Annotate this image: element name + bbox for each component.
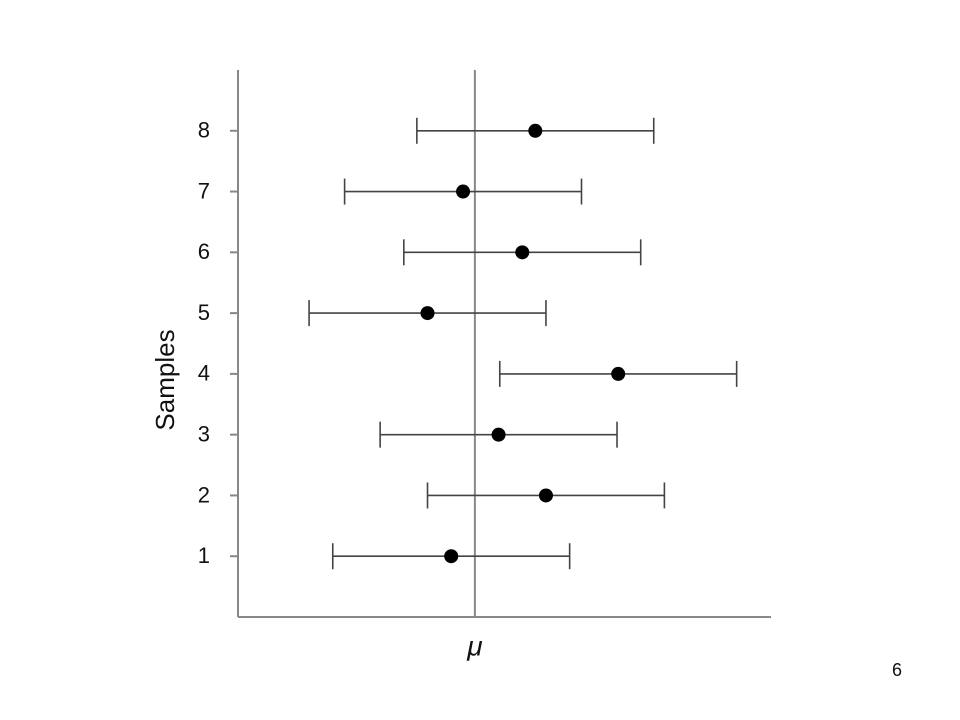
point — [538, 488, 553, 503]
point — [515, 245, 530, 260]
point — [491, 427, 506, 442]
y-tick-label: 1 — [198, 543, 210, 568]
y-tick-label: 6 — [198, 239, 210, 264]
y-tick-label: 4 — [198, 361, 210, 386]
y-tick-label: 8 — [198, 118, 210, 143]
point — [456, 184, 471, 199]
y-tick-label: 7 — [198, 178, 210, 203]
point — [528, 123, 543, 138]
x-tick-label: μ — [466, 630, 482, 661]
y-axis-label: Samples — [150, 329, 180, 430]
y-tick-label: 2 — [198, 482, 210, 507]
y-tick-label: 5 — [198, 300, 210, 325]
point — [611, 366, 626, 381]
point — [444, 549, 459, 564]
y-tick-label: 3 — [198, 421, 210, 446]
slide-number: 6 — [892, 660, 902, 680]
point — [420, 306, 435, 321]
